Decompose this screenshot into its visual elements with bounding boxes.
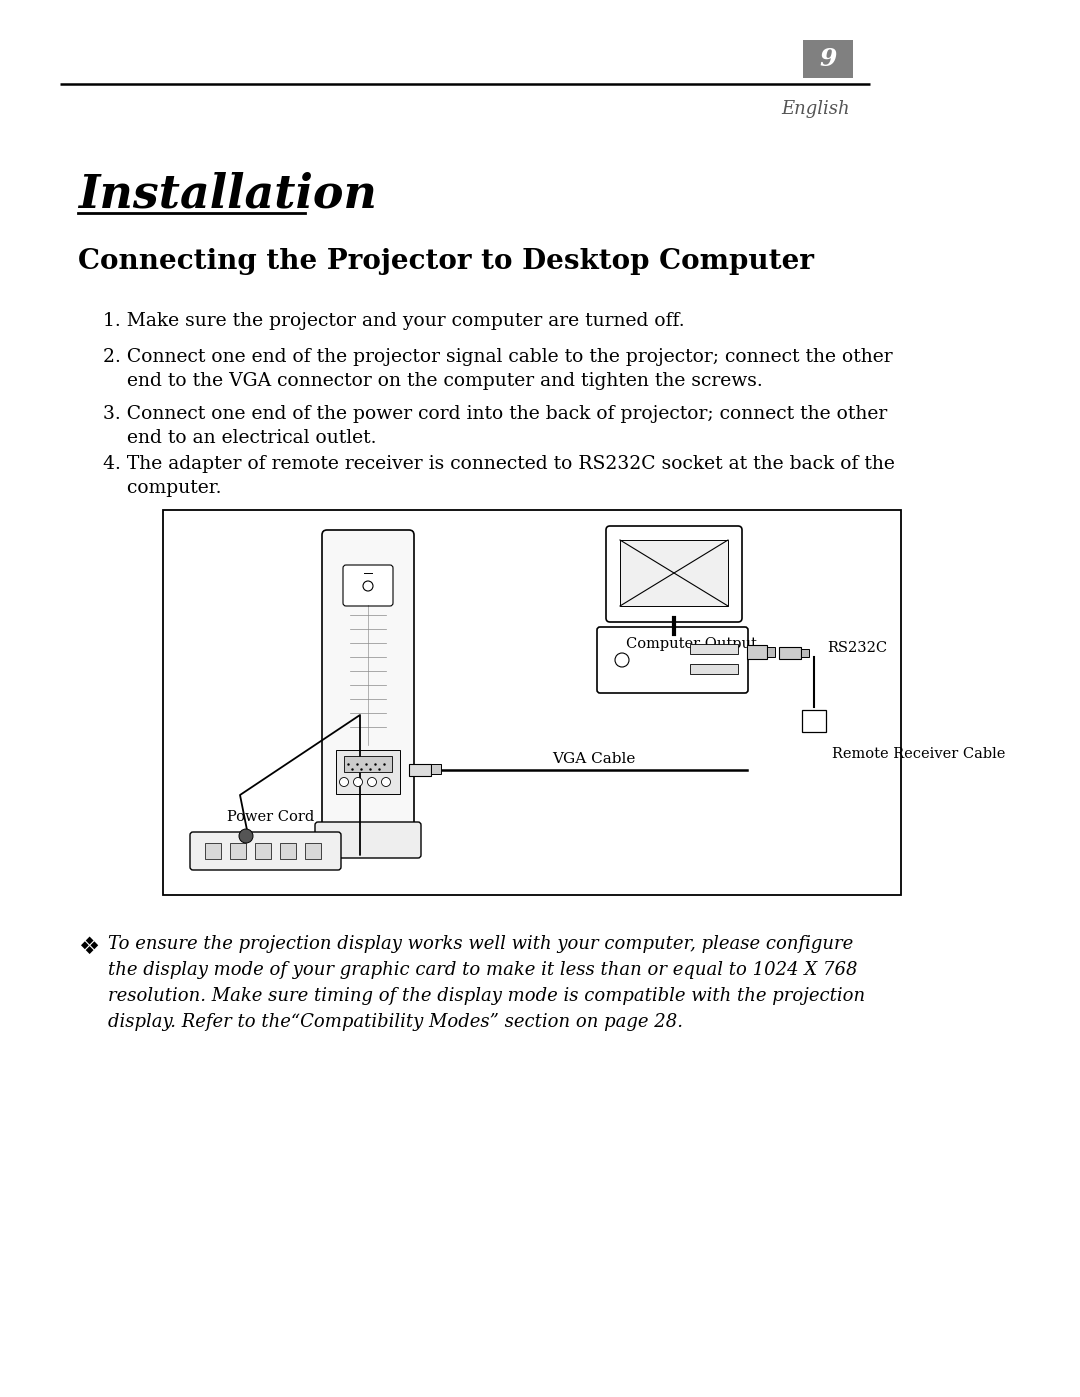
Text: Connecting the Projector to Desktop Computer: Connecting the Projector to Desktop Comp…: [78, 249, 814, 275]
Text: English: English: [781, 101, 850, 117]
Text: computer.: computer.: [103, 479, 221, 497]
Bar: [345, 756, 392, 773]
FancyBboxPatch shape: [190, 833, 341, 870]
Bar: [804, 41, 853, 78]
Text: Power Cord: Power Cord: [228, 810, 314, 824]
Bar: [802, 710, 826, 732]
Bar: [163, 510, 901, 895]
FancyBboxPatch shape: [315, 821, 421, 858]
Bar: [767, 647, 775, 657]
FancyBboxPatch shape: [597, 627, 748, 693]
Text: RS232C: RS232C: [827, 641, 887, 655]
Text: Computer Output: Computer Output: [626, 637, 757, 651]
Text: To ensure the projection display works well with your computer, please configure: To ensure the projection display works w…: [108, 935, 853, 953]
Bar: [620, 541, 728, 606]
Text: 9: 9: [820, 47, 837, 71]
Circle shape: [339, 778, 349, 787]
FancyBboxPatch shape: [343, 564, 393, 606]
Text: 4. The adapter of remote receiver is connected to RS232C socket at the back of t: 4. The adapter of remote receiver is con…: [103, 455, 895, 474]
Bar: [280, 842, 296, 859]
Bar: [801, 650, 809, 657]
Text: VGA Cable: VGA Cable: [552, 752, 636, 766]
FancyBboxPatch shape: [322, 529, 414, 830]
Circle shape: [239, 828, 253, 842]
Text: the display mode of your graphic card to make it less than or equal to 1024 X 76: the display mode of your graphic card to…: [108, 961, 858, 979]
Text: display. Refer to the“Compatibility Modes” section on page 28.: display. Refer to the“Compatibility Mode…: [108, 1013, 683, 1031]
Text: end to the VGA connector on the computer and tighten the screws.: end to the VGA connector on the computer…: [103, 372, 762, 390]
Bar: [409, 764, 431, 775]
Bar: [690, 664, 738, 673]
Bar: [205, 842, 221, 859]
Text: 1. Make sure the projector and your computer are turned off.: 1. Make sure the projector and your comp…: [103, 312, 685, 330]
Circle shape: [363, 581, 373, 591]
Circle shape: [353, 778, 363, 787]
FancyBboxPatch shape: [606, 527, 742, 622]
Bar: [779, 647, 801, 659]
Bar: [305, 842, 321, 859]
Bar: [230, 842, 246, 859]
Circle shape: [615, 652, 629, 666]
Bar: [690, 644, 738, 654]
Circle shape: [367, 778, 377, 787]
Text: 2. Connect one end of the projector signal cable to the projector; connect the o: 2. Connect one end of the projector sign…: [103, 348, 893, 366]
Text: Installation: Installation: [78, 172, 377, 218]
Bar: [747, 645, 767, 659]
Circle shape: [381, 778, 391, 787]
Text: ❖: ❖: [78, 935, 99, 958]
Bar: [336, 750, 400, 793]
Text: end to an electrical outlet.: end to an electrical outlet.: [103, 429, 377, 447]
Bar: [431, 764, 441, 774]
Text: resolution. Make sure timing of the display mode is compatible with the projecti: resolution. Make sure timing of the disp…: [108, 988, 865, 1004]
Text: 3. Connect one end of the power cord into the back of projector; connect the oth: 3. Connect one end of the power cord int…: [103, 405, 888, 423]
Text: Remote Receiver Cable: Remote Receiver Cable: [832, 747, 1005, 761]
Bar: [255, 842, 271, 859]
